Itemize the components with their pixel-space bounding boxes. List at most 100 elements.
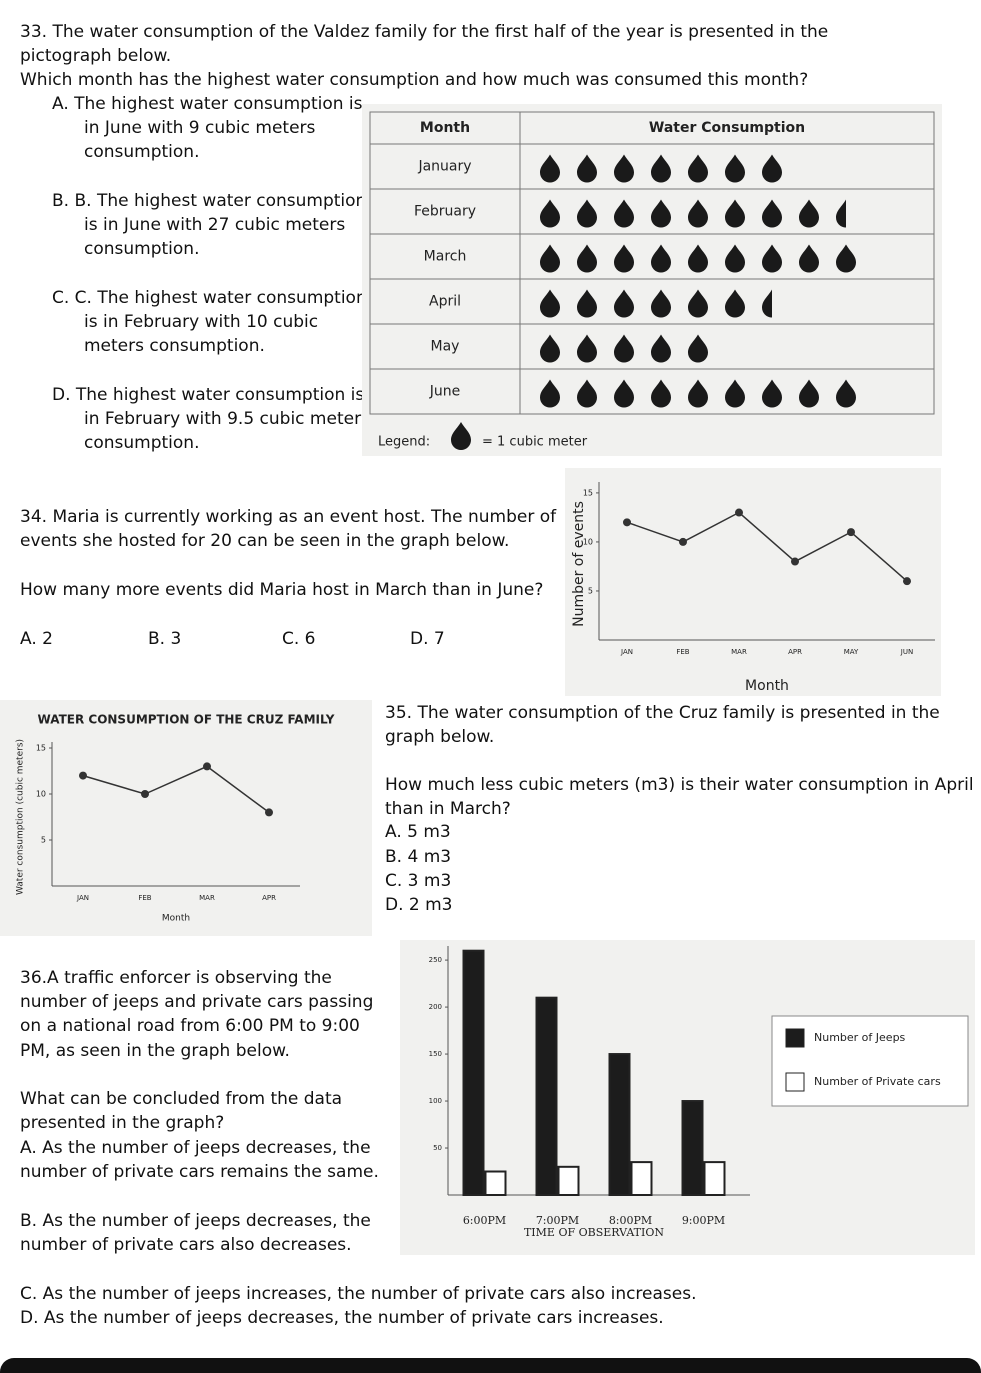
choice: D. As the number of jeeps decreases, the… [20,1308,664,1328]
drop [688,154,708,183]
chart-title: WATER CONSUMPTION OF THE CRUZ FAMILY [38,713,335,727]
drop [651,244,671,273]
bar-chart: 50 100 150 200 250 6:00PM 7:00PM 8:00PM 9:00PM TI… [400,940,975,1255]
x-tick-label: JUN [900,648,913,656]
line-chart: WATER CONSUMPTION OF THE CRUZ FAMILY 5 10 1… [0,700,372,936]
choice: A. The highest water consumption is in J… [52,94,363,163]
x-tick-label: APR [262,894,276,902]
x-axis-label: Month [162,914,190,924]
y-tick-label: 15 [36,744,46,753]
table-border [369,111,935,415]
legend-swatch [785,1072,805,1092]
question: 33. The water consumption of the Valdez … [20,22,829,67]
point [735,508,743,517]
x-tick-label: MAY [844,648,859,656]
choice: B. B. The highest water consumption is i… [52,191,367,260]
y-tick-label: 10 [583,537,593,546]
choice: C. As the number of jeeps increases, the… [20,1284,697,1304]
drop [762,379,782,408]
drop [688,244,708,273]
drop [651,199,671,228]
x-tick-label: JAN [76,894,89,902]
drop [725,379,745,408]
x-tick-label: MAR [199,894,215,902]
drop [651,154,671,183]
drop [577,199,597,228]
legend-swatch [785,1028,805,1048]
legend-text: = 1 cubic meter [482,435,588,450]
month-label: June [429,384,461,400]
y-tick-label: 150 [429,1050,442,1058]
drop [762,244,782,273]
choice: B. 3 [148,629,182,649]
legend-label: Legend: [378,435,430,450]
bar [484,1170,507,1196]
drop [540,154,560,183]
month-label: April [429,294,461,310]
pictograph: Legend: = 1 cubic meter Month Water Consu… [362,104,942,456]
y-axis-label: Number of events [571,501,587,627]
y-axis-label: Water consumption (cubic meters) [16,739,26,895]
y-tick-label: 50 [433,1144,442,1152]
bar [462,949,485,1196]
legend-box [771,1015,969,1107]
drop [651,334,671,363]
point [623,518,631,527]
x-tick-label: 9:00PM [682,1214,725,1227]
x-tick-label: 8:00PM [609,1214,652,1227]
legend-icon [451,422,471,450]
bar [703,1161,726,1196]
drop [799,244,819,273]
drop [688,289,708,318]
point [679,537,687,546]
drop [725,154,745,183]
y-tick-label: 200 [429,1003,442,1011]
point [903,577,911,586]
choice: C. 6 [282,629,316,649]
drop [614,379,634,408]
y-tick-label: 100 [429,1097,442,1105]
line [626,511,908,582]
drop [577,334,597,363]
x-axis-label: Month [745,678,789,694]
point [141,790,149,798]
frame-edge [0,1358,981,1373]
x-tick-label: 6:00PM [463,1214,506,1227]
line [82,765,270,814]
drop [799,199,819,228]
month-label: May [431,339,460,355]
point [79,771,87,780]
choice: A. As the number of jeeps decreases, the… [20,1138,379,1183]
prompt: What can be concluded from the data pres… [20,1089,343,1134]
question: 36.A traffic enforcer is observing the n… [20,968,374,1061]
drop [688,334,708,363]
choice: D. 2 m3 [385,895,453,915]
drop [651,289,671,318]
x-tick-label: 7:00PM [536,1214,579,1227]
drop [540,334,560,363]
y-tick-label: 5 [588,586,593,595]
bar [681,1100,704,1196]
prompt: How much less cubic meters (m3) is their… [385,775,974,820]
choice: C. 3 m3 [385,871,452,891]
drop [725,289,745,318]
x-tick-label: FEB [138,894,151,902]
x-tick-label: APR [788,648,802,656]
column-header: Water Consumption [649,120,805,136]
drop [577,244,597,273]
choice: B. 4 m3 [385,847,452,867]
drop [725,199,745,228]
legend-label: Number of Private cars [814,1075,941,1088]
drop [836,379,856,408]
drop [540,244,560,273]
drop [540,379,560,408]
drop [577,289,597,318]
drop [799,379,819,408]
month-label: February [414,204,476,220]
point [265,808,273,817]
y-tick-label: 10 [36,790,46,799]
drop [651,379,671,408]
drop [725,244,745,273]
month-label: January [417,159,471,175]
